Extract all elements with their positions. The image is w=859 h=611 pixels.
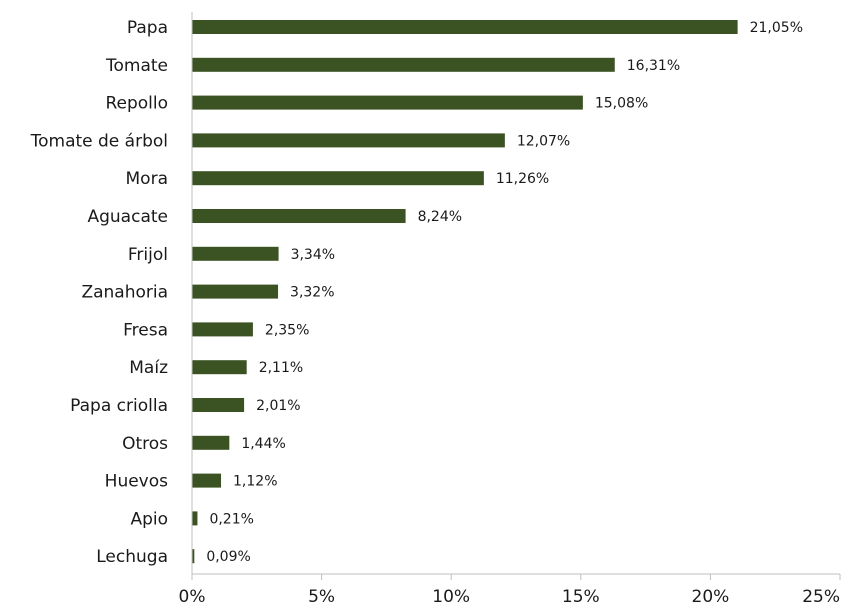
category-label: Papa criolla [70, 396, 168, 416]
bar-7 [192, 284, 279, 299]
bar-8 [192, 322, 253, 337]
category-label: Zanahoria [81, 283, 168, 303]
bar-3 [192, 133, 505, 148]
value-label: 0,09% [206, 549, 250, 565]
bar-12 [192, 473, 222, 488]
category-label: Otros [122, 434, 168, 454]
category-label: Tomate de árbol [30, 131, 168, 151]
value-label: 21,05% [750, 20, 803, 36]
bar-14 [192, 549, 195, 564]
bar-2 [192, 95, 583, 110]
bar-13 [192, 511, 198, 526]
x-tick-label: 10% [432, 587, 470, 607]
category-label: Maíz [129, 358, 168, 378]
value-label: 1,12% [233, 474, 277, 490]
value-label: 3,34% [291, 247, 335, 263]
category-labels: Papa Tomate Repollo Tomate de árbol Mora Agua… [30, 18, 169, 567]
x-tick-label: 5% [308, 587, 335, 607]
value-label: 2,01% [256, 398, 300, 414]
x-tick-label: 20% [692, 587, 730, 607]
x-tick-label: 15% [562, 587, 600, 607]
value-label: 3,32% [290, 285, 334, 301]
category-label: Apio [130, 509, 168, 529]
value-label: 16,31% [627, 58, 680, 74]
value-label: 12,07% [517, 133, 570, 149]
category-label: Frijol [128, 245, 168, 265]
value-label: 2,35% [265, 322, 309, 338]
value-label: 2,11% [259, 360, 303, 376]
category-label: Lechuga [96, 547, 168, 567]
value-label: 1,44% [241, 436, 285, 452]
category-label: Fresa [123, 320, 168, 340]
x-tick-label: 0% [179, 587, 206, 607]
category-label: Huevos [105, 472, 168, 492]
category-label: Aguacate [87, 207, 168, 227]
value-label: 0,21% [209, 511, 253, 527]
value-label: 8,24% [418, 209, 462, 225]
bar-1 [192, 57, 615, 72]
bar-5 [192, 209, 406, 223]
category-label: Repollo [105, 94, 168, 114]
value-label: 15,08% [595, 96, 648, 112]
value-labels: 21,05% 16,31% 15,08% 12,07% 11,26% 8,24% 3,34%… [206, 20, 803, 565]
bar-4 [192, 171, 484, 186]
bar-11 [192, 435, 230, 450]
bar-10 [192, 398, 245, 412]
bar-0 [192, 20, 738, 34]
category-label: Papa [127, 18, 168, 38]
category-label: Mora [126, 169, 168, 189]
category-label: Tomate [105, 56, 168, 76]
bar-9 [192, 360, 247, 375]
x-axis-ticks: 0% 5% 10% 15% 20% 25% [179, 574, 841, 607]
bar-6 [192, 246, 279, 261]
x-tick-label: 25% [802, 587, 840, 607]
value-label: 11,26% [496, 171, 549, 187]
bars-group [192, 20, 738, 564]
